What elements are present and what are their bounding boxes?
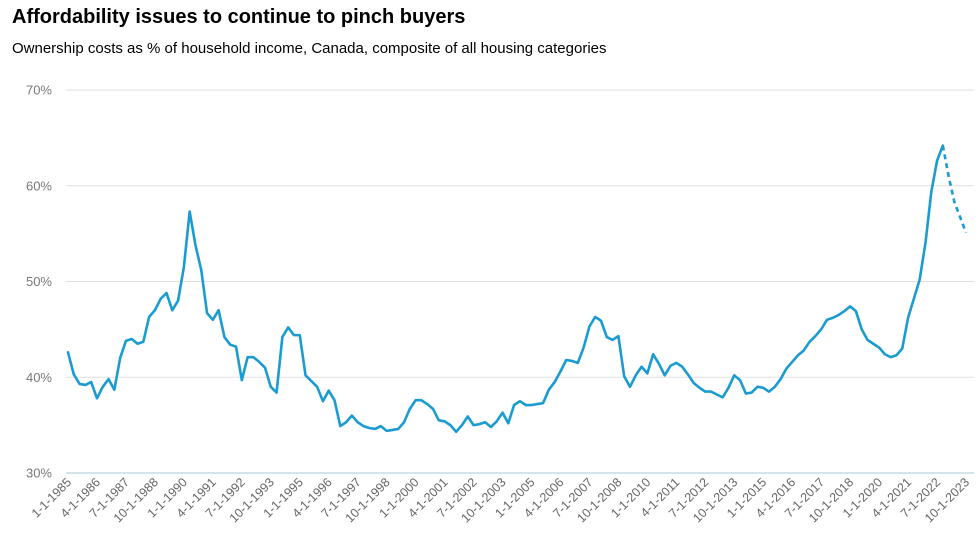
- y-tick-label: 40%: [26, 370, 52, 385]
- x-axis: 1-1-19854-1-19867-1-198710-1-19881-1-199…: [29, 475, 972, 525]
- historical-series-line: [66, 144, 945, 434]
- forecast-series-line: [941, 145, 968, 234]
- y-tick-label: 60%: [26, 178, 52, 193]
- chart-title: Affordability issues to continue to pinc…: [12, 6, 466, 28]
- series-layer: [66, 144, 968, 434]
- y-tick-label: 30%: [26, 466, 52, 481]
- y-tick-label: 70%: [26, 83, 52, 98]
- grid-layer: [66, 89, 974, 474]
- chart-subtitle: Ownership costs as % of household income…: [12, 40, 607, 57]
- y-tick-label: 50%: [26, 274, 52, 289]
- y-axis: 30% 40% 50% 60% 70%: [26, 83, 52, 481]
